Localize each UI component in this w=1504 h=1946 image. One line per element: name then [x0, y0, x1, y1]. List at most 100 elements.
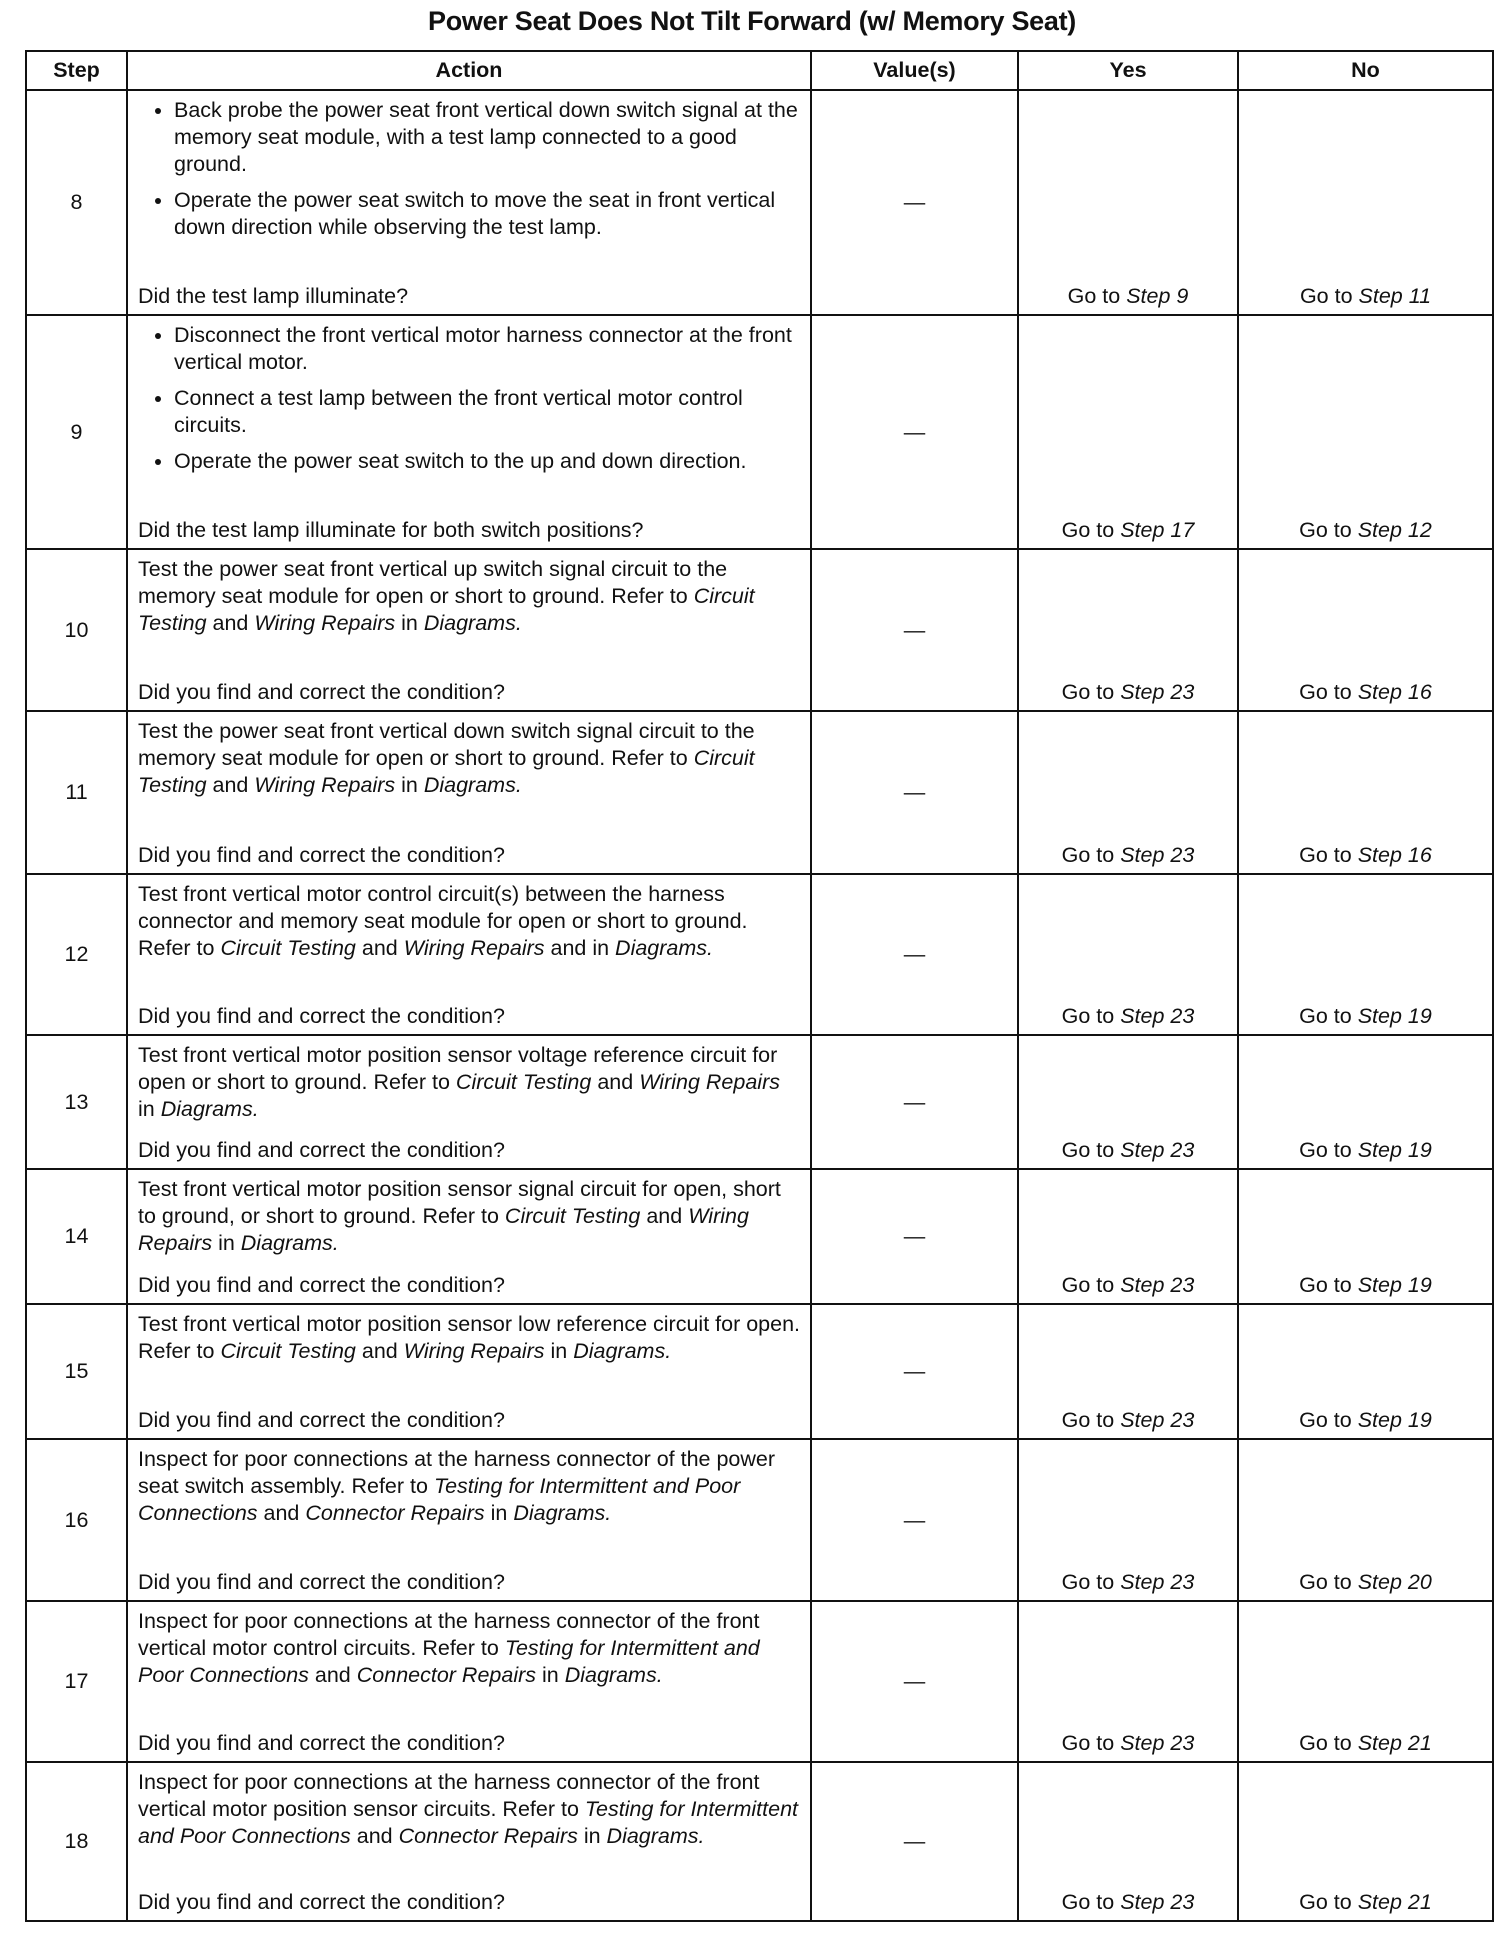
reference-italic: Testing for Intermittent and Poor Connec… [138, 1474, 741, 1525]
header-row: Step Action Value(s) Yes No [25, 50, 1494, 91]
action-question: Did you find and correct the condition? [138, 1890, 505, 1914]
action-question: Did you find and correct the condition? [138, 1273, 505, 1297]
text-segment: Test front vertical motor position senso… [138, 1312, 801, 1363]
reference-italic: Testing for Intermittent and Poor Connec… [138, 1797, 799, 1848]
action-cell: Test front vertical motor control circui… [126, 873, 812, 1036]
yes-step-link: Step 23 [1120, 1408, 1195, 1432]
table-row: 9 Disconnect the front vertical motor har… [25, 314, 1494, 550]
goto-prefix: Go to [1299, 843, 1358, 867]
goto-prefix: Go to [1299, 1890, 1358, 1914]
reference-italic: Circuit Testing [455, 1070, 592, 1094]
action-cell: Disconnect the front vertical motor harn… [126, 314, 812, 550]
step-number: 12 [25, 873, 128, 1036]
no-step-link: Step 16 [1357, 843, 1432, 867]
action-question: Did you find and correct the condition? [138, 680, 505, 704]
table-row: 8 Back probe the power seat front vertica… [25, 89, 1494, 316]
value-cell: — [810, 1034, 1019, 1170]
yes-cell: Go to Step 23 [1017, 1168, 1239, 1305]
value-cell: — [810, 1600, 1019, 1763]
table-row: 17 Inspect for poor connections at the ha… [25, 1600, 1494, 1763]
text-segment: Test the power seat front vertical down … [138, 719, 755, 770]
action-cell: Test the power seat front vertical up sw… [126, 548, 812, 712]
action-question: Did you find and correct the condition? [138, 1570, 505, 1594]
header-yes: Yes [1017, 50, 1239, 91]
text-segment: Inspect for poor connections at the harn… [138, 1770, 760, 1821]
value-cell: — [810, 314, 1019, 550]
no-cell: Go to Step 12 [1237, 314, 1494, 550]
reference-italic: Testing for Intermittent and Poor Connec… [138, 1636, 760, 1687]
goto-prefix: Go to [1299, 1004, 1358, 1028]
goto-prefix: Go to [1299, 518, 1358, 542]
yes-step-link: Step 17 [1120, 518, 1195, 542]
reference-italic: Diagrams. [423, 773, 522, 797]
action-cell: Inspect for poor connections at the harn… [126, 1761, 812, 1922]
yes-cell: Go to Step 23 [1017, 1761, 1239, 1922]
table-row: 13 Test front vertical motor position sen… [25, 1034, 1494, 1170]
action-question: Did you find and correct the condition? [138, 1731, 505, 1755]
no-cell: Go to Step 16 [1237, 710, 1494, 875]
value-cell: — [810, 89, 1019, 316]
text-segment: in [577, 1824, 607, 1848]
action-bullets: Back probe the power seat front vertical… [138, 97, 800, 241]
goto-prefix: Go to [1061, 680, 1121, 704]
text-segment: Operate the power seat switch to move th… [174, 188, 776, 239]
goto-prefix: Go to [1061, 518, 1121, 542]
action-cell: Inspect for poor connections at the harn… [126, 1600, 812, 1763]
action-instructions: Test the power seat front vertical down … [138, 718, 800, 799]
yes-step-link: Step 23 [1120, 1004, 1195, 1028]
table-row: 14 Test front vertical motor position sen… [25, 1168, 1494, 1305]
page-title: Power Seat Does Not Tilt Forward (w/ Mem… [428, 6, 1076, 36]
yes-cell: Go to Step 23 [1017, 873, 1239, 1036]
goto-prefix: Go to [1061, 1273, 1121, 1297]
text-segment: and [591, 1070, 640, 1094]
yes-cell: Go to Step 23 [1017, 710, 1239, 875]
action-cell: Test front vertical motor position senso… [126, 1034, 812, 1170]
value-cell: — [810, 1168, 1019, 1305]
step-number: 16 [25, 1438, 128, 1602]
action-instructions: Inspect for poor connections at the harn… [138, 1446, 800, 1527]
reference-italic: Diagrams. [423, 611, 522, 635]
no-cell: Go to Step 11 [1237, 89, 1494, 316]
action-instructions: Test front vertical motor position senso… [138, 1176, 800, 1257]
text-segment: Disconnect the front vertical motor harn… [174, 323, 792, 374]
text-segment: and [206, 773, 255, 797]
action-instructions: Disconnect the front vertical motor harn… [138, 322, 800, 484]
yes-cell: Go to Step 23 [1017, 548, 1239, 712]
diagnostic-table: Step Action Value(s) Yes No 8 Back probe … [25, 50, 1494, 1922]
goto-prefix: Go to [1299, 284, 1359, 308]
text-segment: Connect a test lamp between the front ve… [174, 386, 743, 437]
action-cell: Test front vertical motor position senso… [126, 1303, 812, 1440]
action-cell: Test front vertical motor position senso… [126, 1168, 812, 1305]
reference-italic: Diagrams. [606, 1824, 705, 1848]
yes-step-link: Step 23 [1120, 1273, 1195, 1297]
text-segment: Test front vertical motor control circui… [138, 882, 748, 960]
action-instructions: Inspect for poor connections at the harn… [138, 1608, 800, 1689]
reference-italic: Diagrams. [160, 1097, 259, 1121]
value-cell: — [810, 1303, 1019, 1440]
header-action: Action [126, 50, 812, 91]
header-no: No [1237, 50, 1494, 91]
goto-prefix: Go to [1299, 1570, 1358, 1594]
text-segment: and [355, 936, 404, 960]
reference-italic: Diagrams. [564, 1663, 663, 1687]
text-segment: in [484, 1501, 514, 1525]
step-number: 17 [25, 1600, 128, 1763]
table-row: 11 Test the power seat front vertical dow… [25, 710, 1494, 875]
step-number: 11 [25, 710, 128, 875]
step-number: 13 [25, 1034, 128, 1170]
reference-italic: Connector Repairs [305, 1501, 485, 1525]
action-cell: Inspect for poor connections at the harn… [126, 1438, 812, 1602]
reference-italic: Diagrams. [573, 1339, 672, 1363]
text-segment: in [138, 1097, 161, 1121]
action-bullets: Disconnect the front vertical motor harn… [138, 322, 800, 475]
reference-italic: Circuit Testing [138, 584, 755, 635]
yes-cell: Go to Step 23 [1017, 1438, 1239, 1602]
reference-italic: Diagrams. [615, 936, 714, 960]
action-cell: Back probe the power seat front vertical… [126, 89, 812, 316]
value-cell: — [810, 873, 1019, 1036]
reference-italic: Circuit Testing [220, 936, 356, 960]
text-segment: and in [544, 936, 616, 960]
step-number: 8 [25, 89, 128, 316]
no-step-link: Step 21 [1357, 1731, 1432, 1755]
goto-prefix: Go to [1061, 1731, 1121, 1755]
